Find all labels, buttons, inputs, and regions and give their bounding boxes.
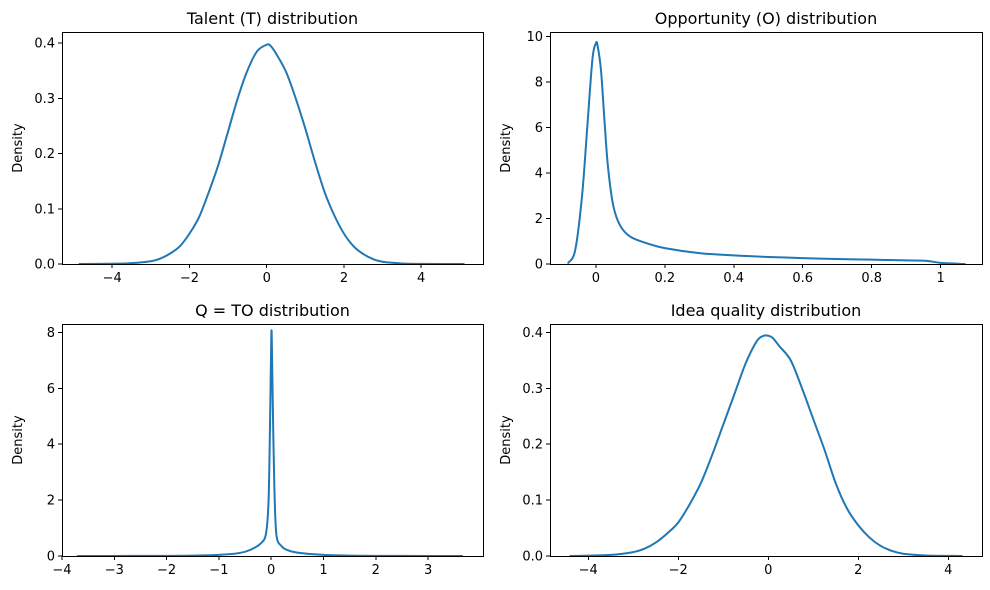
density-curve	[76, 329, 464, 557]
y-tick-label: 6	[47, 382, 55, 397]
plot-frame	[62, 324, 484, 557]
subplot-title: Idea quality distribution	[671, 301, 862, 320]
x-tick-label: 4	[417, 271, 425, 286]
subplot-3: Q = TO distribution Density −4 −3 −2 −1 0 1 2 3 0 2…	[11, 301, 484, 578]
plot-frame	[550, 32, 983, 265]
subplot-2: Opportunity (O) distribution Density 0 0.2 0…	[499, 9, 983, 286]
x-tick-label: 2	[854, 563, 862, 578]
y-tick-label: 10	[526, 30, 543, 45]
x-tick-label: −1	[209, 563, 228, 578]
y-axis-label: Density	[499, 415, 514, 465]
x-tick-label: 2	[372, 563, 380, 578]
y-tick-label: 0.1	[34, 202, 55, 217]
y-tick-label: 0.0	[34, 258, 55, 273]
x-tick-label: 0.2	[654, 271, 675, 286]
subplot-1: Talent (T) distribution Density −4 −2 0 2 4 0.0…	[11, 9, 484, 286]
x-tick-label: 0.8	[861, 271, 882, 286]
plot-frame	[62, 32, 484, 265]
x-tick-label: 0	[263, 271, 271, 286]
x-tick-label: 0.6	[792, 271, 813, 286]
y-tick-label: 0.3	[34, 92, 55, 107]
y-tick-label: 0.3	[522, 382, 543, 397]
y-tick-label: 4	[535, 167, 543, 182]
y-axis-label: Density	[499, 123, 514, 173]
y-tick-label: 6	[535, 121, 543, 136]
y-tick-label: 0.4	[522, 326, 543, 341]
x-tick-label: 0.4	[723, 271, 744, 286]
density-curve	[569, 334, 963, 557]
y-tick-label: 2	[535, 212, 543, 227]
plot-frame	[550, 324, 983, 557]
x-tick-label: −2	[180, 271, 199, 286]
x-tick-label: 1	[936, 271, 944, 286]
y-tick-label: 0.1	[522, 494, 543, 509]
x-tick-label: 0	[267, 563, 275, 578]
x-tick-label: 3	[424, 563, 432, 578]
density-curve	[78, 43, 465, 265]
y-tick-label: 2	[47, 494, 55, 509]
y-tick-label: 0	[47, 550, 55, 565]
x-tick-label: −4	[52, 563, 71, 578]
x-tick-label: −2	[157, 563, 176, 578]
y-tick-label: 0	[535, 258, 543, 273]
x-tick-label: 4	[944, 563, 952, 578]
y-axis-label: Density	[11, 415, 26, 465]
y-tick-label: 4	[47, 438, 55, 453]
y-axis-label: Density	[11, 123, 26, 173]
y-tick-label: 0.2	[522, 438, 543, 453]
density-curve	[567, 40, 966, 265]
x-tick-label: 2	[340, 271, 348, 286]
y-tick-label: 8	[47, 326, 55, 341]
x-tick-label: 1	[319, 563, 327, 578]
x-tick-label: 0	[592, 271, 600, 286]
subplot-title: Q = TO distribution	[195, 301, 350, 320]
y-tick-label: 8	[535, 76, 543, 91]
x-tick-label: −4	[103, 271, 122, 286]
y-tick-label: 0.4	[34, 37, 55, 52]
subplot-title: Opportunity (O) distribution	[655, 9, 877, 28]
y-tick-label: 0.0	[522, 550, 543, 565]
y-tick-label: 0.2	[34, 147, 55, 162]
subplot-4: Idea quality distribution Density −4 −2 0 2 4 0…	[499, 301, 983, 578]
x-tick-label: 0	[764, 563, 772, 578]
x-tick-label: −2	[669, 563, 688, 578]
x-tick-label: −4	[579, 563, 598, 578]
subplot-title: Talent (T) distribution	[186, 9, 358, 28]
x-tick-label: −3	[105, 563, 124, 578]
